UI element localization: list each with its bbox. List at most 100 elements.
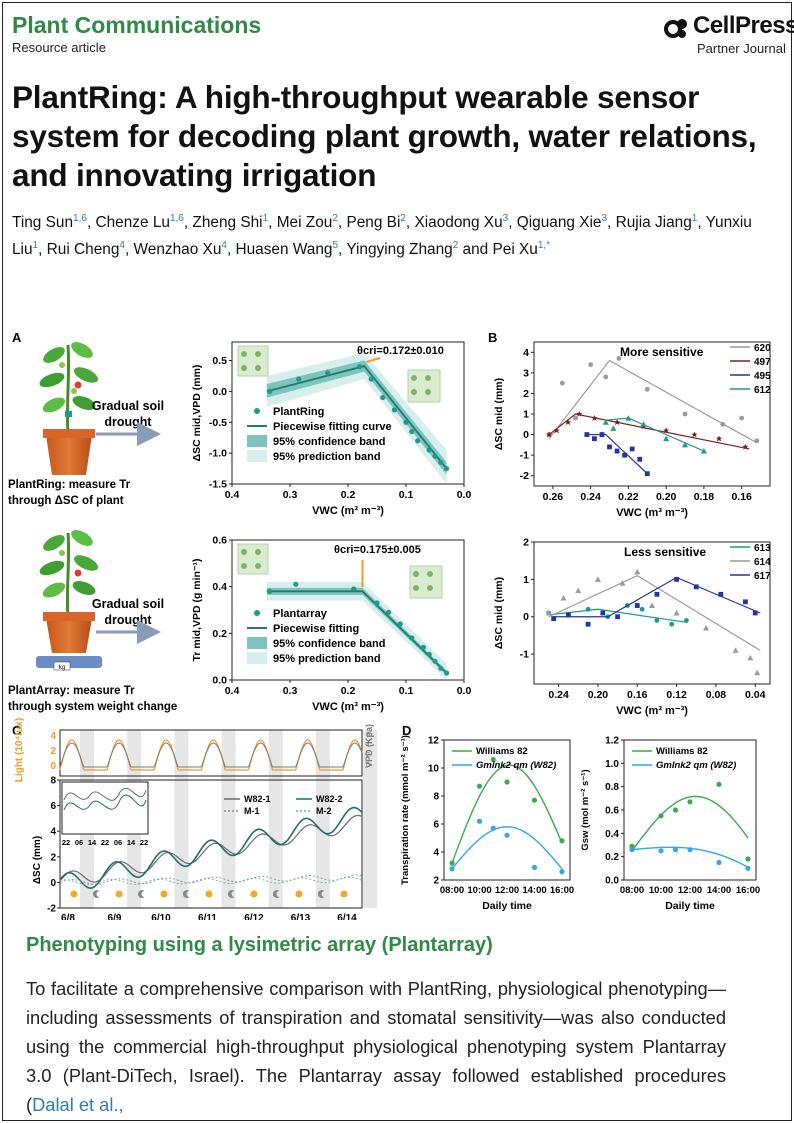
citation-link[interactable]: Dalal et al., <box>32 1094 124 1115</box>
y-tick-label: 0.6 <box>212 535 227 547</box>
author-affiliation[interactable]: 1,* <box>537 240 551 252</box>
data-point <box>634 568 641 575</box>
journal-name[interactable]: Plant Communications <box>12 12 262 38</box>
sun-icon <box>160 890 168 898</box>
author-name[interactable]: Mei Zou <box>276 214 333 232</box>
author-name[interactable]: Yingying Zhang <box>346 241 453 259</box>
legend-label: Piecewise fitting curve <box>273 421 392 433</box>
leaf-dot <box>255 365 261 371</box>
y-tick-label: 0.4 <box>605 829 619 840</box>
data-point <box>267 388 273 394</box>
x-tick-label: 0.08 <box>706 689 727 701</box>
data-point <box>752 610 758 616</box>
drought-label-bottom-1: Gradual soil <box>92 597 164 611</box>
data-point <box>644 471 650 477</box>
data-point <box>658 813 664 819</box>
data-point <box>625 415 632 421</box>
author-name[interactable]: Wenzhao Xu <box>133 241 222 259</box>
cellpress-logo-icon <box>664 19 687 38</box>
author-name[interactable]: Pei Xu <box>492 241 538 259</box>
leaf-dot <box>241 549 247 555</box>
leaf-dot <box>413 585 419 591</box>
data-point <box>669 621 675 627</box>
data-point <box>607 444 612 450</box>
x-axis-label: VWC (m³ m⁻³) <box>312 505 384 517</box>
author-affiliation[interactable]: 1 <box>262 213 269 224</box>
author-affiliation[interactable]: 1 <box>32 240 39 252</box>
author-name[interactable]: Qiguang Xie <box>516 214 602 232</box>
y-tick-label: -2 <box>520 470 529 482</box>
author-name[interactable]: Chenze Lu <box>95 214 170 232</box>
legend-label: 95% prediction band <box>273 653 381 665</box>
author-affiliation[interactable]: 4 <box>119 240 125 252</box>
x-axis-label: VWC (m³ m⁻³) <box>616 507 688 519</box>
fit-curve <box>451 764 563 864</box>
panel-a-label: A <box>12 330 22 345</box>
data-point <box>391 407 397 413</box>
data-point <box>602 419 609 425</box>
author-affiliation[interactable]: 4 <box>221 240 227 252</box>
author-name[interactable]: Peng Bi <box>346 214 401 232</box>
author-affiliation[interactable]: 2 <box>452 240 459 252</box>
author-affiliation[interactable]: 2 <box>332 213 338 224</box>
data-point <box>639 606 645 612</box>
inset-curve <box>63 794 147 811</box>
y-tick-label: 0 <box>366 762 370 769</box>
data-point <box>490 757 496 763</box>
author-name[interactable]: Xiaodong Xu <box>414 214 503 232</box>
data-point <box>674 576 679 582</box>
data-point <box>700 448 707 454</box>
data-point <box>603 374 609 380</box>
author-affiliation[interactable]: 1 <box>691 213 698 224</box>
inset-tick-label: 14 <box>127 838 136 847</box>
author-name[interactable]: Huasen Wang <box>235 241 333 259</box>
plantring-caption-1: PlantRing: measure Tr <box>8 479 131 491</box>
author-name[interactable]: Ting Sun <box>12 214 74 232</box>
leaf-dot <box>427 585 433 591</box>
y-tick-label: 0.4 <box>212 581 227 593</box>
data-point <box>693 584 699 590</box>
moon-icon <box>317 890 325 898</box>
data-point <box>559 380 565 386</box>
data-point <box>476 818 483 824</box>
sun-icon <box>70 890 78 898</box>
moon-icon <box>272 890 280 898</box>
data-point <box>673 610 680 616</box>
x-tick-label: 0.4 <box>225 685 240 697</box>
theta-annotation: θcri=0.172±0.010 <box>357 345 444 357</box>
sun-icon <box>340 890 348 898</box>
author-affiliation[interactable]: 3 <box>502 213 509 224</box>
data-point <box>745 865 751 871</box>
author-affiliation[interactable]: 1,6 <box>169 213 184 224</box>
x-tick-label: 0.1 <box>399 685 414 697</box>
legend-marker <box>247 652 267 664</box>
chart-b-bottom: 0.24 0.20 0.16 0.12 0.08 0.04 2 1 0 -1 VWC (m³ m⁻³… <box>493 537 771 718</box>
y-axis-label: Transpiration rate (mmol m⁻² s⁻¹) <box>400 735 411 885</box>
data-point <box>716 859 722 866</box>
plot-frame <box>443 739 571 881</box>
legend-label: Piecewise fitting <box>273 623 359 635</box>
author-name[interactable]: Zheng Shi <box>192 214 263 232</box>
author-affiliation[interactable]: 5 <box>332 240 339 252</box>
author-name[interactable]: Rui Cheng <box>46 241 120 259</box>
x-tick-label: 0.24 <box>580 491 601 503</box>
y-tick-label: 1 <box>523 409 529 421</box>
data-point <box>629 446 635 452</box>
author-name[interactable]: Rujia Jiang <box>615 214 692 232</box>
data-point <box>351 586 357 592</box>
x-tick-label: 16:00 <box>736 885 760 896</box>
author-affiliation[interactable]: 3 <box>601 213 608 224</box>
series-w82-1 <box>59 814 363 883</box>
data-point <box>432 453 438 459</box>
x-tick-label: 08:00 <box>440 885 464 896</box>
data-point <box>644 386 650 392</box>
legend-label: 620 <box>754 343 771 354</box>
author-affiliation[interactable]: 1,6 <box>73 213 87 224</box>
inset-tick-label: 06 <box>114 838 122 847</box>
data-point <box>614 448 620 454</box>
legend-label: Williams 82 <box>476 746 528 757</box>
legend-label: GmInk2 qm (W82) <box>656 760 736 771</box>
x-tick-label: 14:00 <box>707 885 731 896</box>
author-affiliation[interactable]: 2 <box>400 213 406 224</box>
author-name[interactable]: Yunxiu Liu <box>12 214 752 259</box>
